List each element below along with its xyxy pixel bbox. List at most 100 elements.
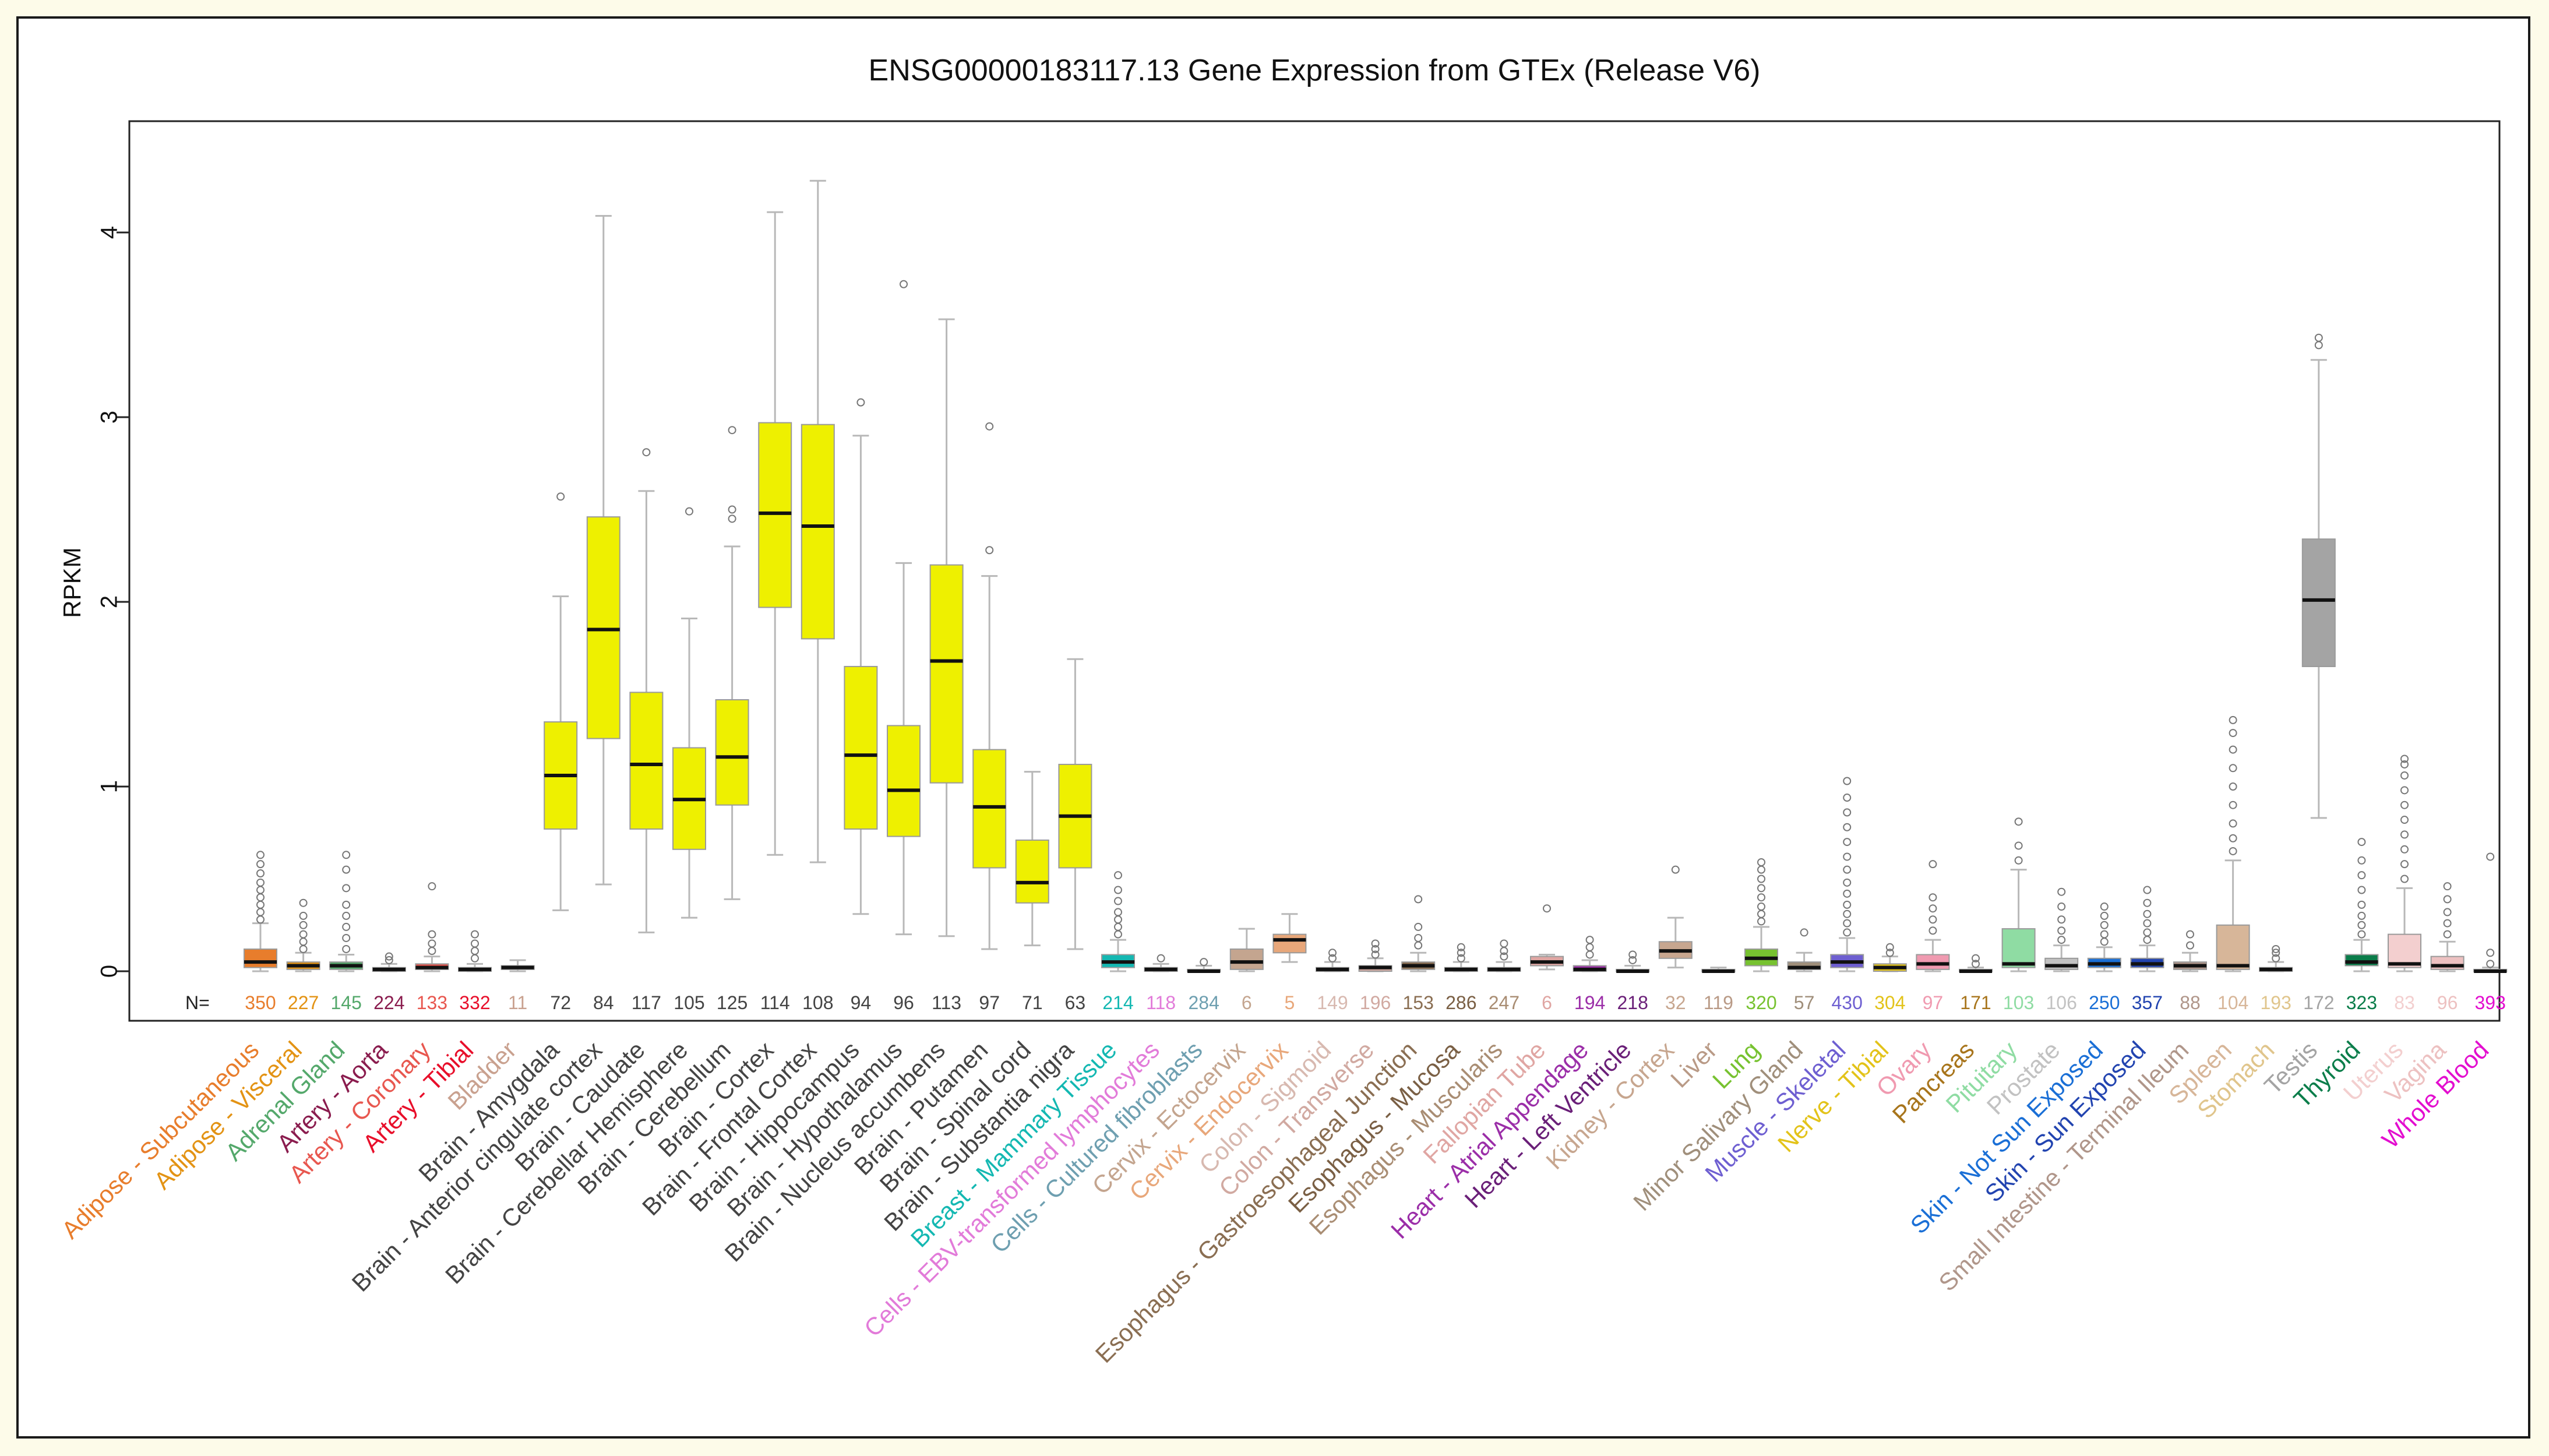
outlier-point: [1929, 904, 1937, 913]
outlier-point: [471, 947, 479, 956]
box: [801, 424, 835, 640]
n-prefix-label: N=: [185, 992, 210, 1013]
sample-count-label: 350: [245, 992, 276, 1013]
outlier-point: [1543, 904, 1551, 913]
outlier-point: [1972, 960, 1980, 968]
outlier-point: [1843, 852, 1852, 861]
outlier-point: [1843, 878, 1852, 887]
box: [2344, 954, 2379, 967]
sample-count-label: 6: [1242, 992, 1252, 1013]
outlier-point: [2357, 871, 2366, 880]
outlier-point: [2400, 875, 2409, 883]
outlier-point: [2400, 860, 2409, 869]
box: [1015, 839, 1049, 904]
outlier-point: [1972, 954, 1980, 963]
outlier-point: [471, 939, 479, 948]
outlier-point: [2100, 921, 2109, 929]
chart-title: ENSG00000183117.13 Gene Expression from …: [869, 54, 1761, 87]
outlier-point: [256, 908, 265, 916]
outlier-point: [1843, 794, 1852, 802]
outlier-point: [385, 956, 393, 964]
outlier-point: [299, 911, 308, 920]
outlier-point: [1757, 875, 1765, 883]
outlier-point: [1371, 950, 1380, 959]
sample-count-label: 97: [979, 992, 1000, 1013]
outlier-point: [299, 921, 308, 929]
outlier-point: [1628, 956, 1637, 964]
outlier-point: [256, 878, 265, 887]
outlier-point: [299, 898, 308, 907]
outlier-point: [1757, 858, 1765, 866]
outlier-point: [1628, 950, 1637, 959]
sample-count-label: 118: [1146, 992, 1176, 1013]
sample-count-label: 63: [1065, 992, 1086, 1013]
box: [715, 699, 749, 806]
outlier-point: [1757, 884, 1765, 893]
outlier-point: [2229, 764, 2237, 773]
sample-count-label: 125: [717, 992, 748, 1013]
outlier-point: [2014, 841, 2023, 850]
outlier-point: [2443, 882, 2452, 891]
outlier-point: [1414, 922, 1423, 931]
outlier-point: [2400, 830, 2409, 839]
outlier-point: [2057, 926, 2066, 935]
outlier-point: [2400, 845, 2409, 854]
outlier-point: [2143, 919, 2152, 928]
box: [629, 692, 664, 830]
outlier-point: [1843, 900, 1852, 909]
box: [929, 564, 964, 784]
outlier-point: [256, 893, 265, 902]
sample-count-label: 250: [2089, 992, 2120, 1013]
outlier-point: [428, 882, 436, 891]
outlier-point: [2272, 954, 2280, 963]
outlier-point: [2357, 886, 2366, 894]
outlier-point: [2443, 908, 2452, 916]
outlier-point: [1929, 860, 1937, 869]
outlier-point: [2057, 887, 2066, 896]
outlier-point: [1500, 952, 1508, 961]
outlier-point: [2143, 886, 2152, 894]
outlier-point: [2100, 930, 2109, 939]
sample-count-label: 97: [1923, 992, 1944, 1013]
box: [586, 516, 620, 739]
sample-count-label: 286: [1446, 992, 1476, 1013]
box: [1916, 954, 1950, 970]
box: [2301, 538, 2336, 667]
outlier-point: [256, 915, 265, 924]
outlier-point: [1757, 902, 1765, 911]
outlier-point: [1200, 958, 1208, 967]
outlier-point: [342, 900, 351, 909]
sample-count-label: 218: [1617, 992, 1648, 1013]
y-tick-label: 0: [97, 965, 122, 978]
outlier-point: [2314, 333, 2323, 342]
outlier-point: [1500, 939, 1508, 948]
outlier-point: [1585, 943, 1594, 951]
outlier-point: [2229, 729, 2237, 738]
box: [244, 948, 277, 968]
sample-count-label: 214: [1102, 992, 1133, 1013]
outlier-point: [299, 944, 308, 953]
sample-count-label: 96: [893, 992, 914, 1013]
outlier-point: [2357, 921, 2366, 929]
sample-count-label: 133: [417, 992, 447, 1013]
outlier-point: [2357, 930, 2366, 939]
outlier-point: [2229, 801, 2237, 809]
y-tick-label: 3: [97, 411, 122, 424]
sample-count-label: 284: [1189, 992, 1219, 1013]
sample-count-label: 193: [2261, 992, 2291, 1013]
outlier-point: [1157, 954, 1165, 963]
outlier-point: [1843, 919, 1852, 928]
sample-count-label: 72: [550, 992, 571, 1013]
box: [887, 725, 921, 837]
outlier-point: [1414, 895, 1423, 904]
sample-count-label: 247: [1489, 992, 1519, 1013]
outlier-point: [2186, 930, 2194, 939]
x-tick-label: Liver: [1665, 1036, 1722, 1093]
outlier-point: [2486, 949, 2495, 957]
outlier-point: [2357, 911, 2366, 920]
sample-count-label: 320: [1746, 992, 1776, 1013]
outlier-point: [1414, 933, 1423, 942]
sample-count-label: 323: [2346, 992, 2377, 1013]
sample-count-label: 430: [1832, 992, 1863, 1013]
sample-count-label: 357: [2132, 992, 2163, 1013]
